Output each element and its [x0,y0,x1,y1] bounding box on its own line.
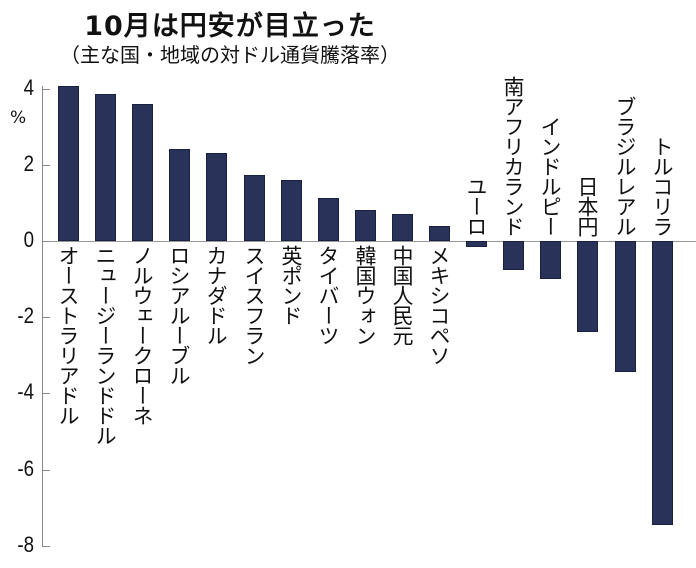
bar [615,241,636,372]
category-label: 南アフリカランド [501,76,525,236]
bar [206,153,227,241]
category-label: タイバーツ [316,245,340,345]
bar [466,241,487,247]
y-tick [42,89,50,90]
category-label: ノルウェークローネ [130,245,154,425]
bar [281,180,302,241]
bar [244,175,265,241]
y-tick [42,241,50,242]
y-axis [42,86,43,547]
category-label: 韓国ウォン [353,245,377,345]
y-tick [42,393,50,394]
y-tick [42,165,50,166]
bar [58,86,79,241]
category-label: インドルピー [538,116,562,236]
bar [503,241,524,270]
bar [318,198,339,241]
bar [577,241,598,332]
bar [652,241,673,525]
y-axis-unit: % [10,108,27,128]
bar [132,104,153,241]
category-label: スイスフラン [242,245,266,365]
bar [392,214,413,241]
y-tick-label: -2 [17,303,34,328]
category-label: 中国人民元 [390,245,414,345]
category-label: ユーロ [464,176,488,236]
category-label: 英ポンド [279,245,303,325]
bar [95,94,116,241]
y-tick-label: 2 [23,151,34,176]
category-label: ブラジルレアル [613,96,637,236]
bar [169,149,190,241]
y-tick-label: -6 [17,456,34,481]
chart-title: 10月は円安が目立った [84,11,376,42]
category-label: メキシコペソ [427,245,451,365]
bar [429,226,450,241]
chart-subtitle: （主な国・地域の対ドル通貨騰落率） [60,43,400,67]
y-tick [42,470,50,471]
category-label: カナダドル [204,245,228,345]
category-label: トルコリラ [650,136,674,236]
y-tick [42,546,50,547]
category-label: ロシアルーブル [167,245,191,385]
y-tick-label: 4 [23,75,34,100]
y-tick-label: 0 [23,227,34,252]
bar [355,210,376,241]
category-label: ニュージーランドドル [93,245,117,445]
zero-baseline [42,241,696,242]
category-label: 日本円 [575,176,599,236]
y-tick [42,317,50,318]
y-tick-label: -8 [17,532,34,557]
y-tick-label: -4 [17,379,34,404]
category-label: オーストラリアドル [56,245,80,425]
bar [540,241,561,279]
